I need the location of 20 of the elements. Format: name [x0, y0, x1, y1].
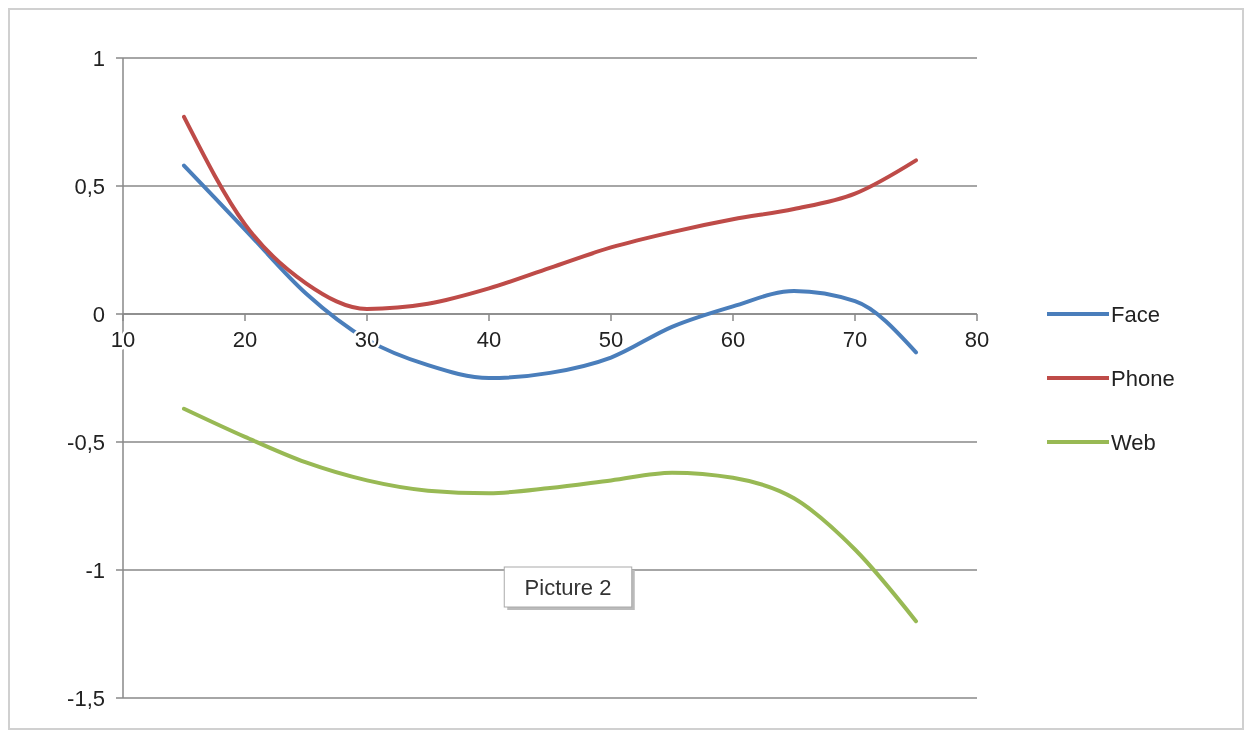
line-series [182, 163, 918, 380]
x-tick-label: 50 [598, 327, 624, 352]
legend-label: Phone [1111, 365, 1175, 391]
x-tick-label: 60 [720, 327, 746, 352]
y-tick-label: 0 [92, 301, 105, 327]
y-tick-label: -1,5 [67, 685, 105, 711]
y-tick-label: -1 [85, 557, 105, 583]
x-tick-label: 10 [110, 327, 136, 352]
x-tick-label: 70 [842, 327, 868, 352]
annotation: Picture 2 [524, 574, 612, 600]
legend-label: Web [1111, 429, 1156, 455]
y-tick-label: 1 [92, 45, 105, 71]
legend-label: Face [1111, 301, 1160, 327]
x-tick-label: 40 [476, 327, 502, 352]
y-tick-label: -0,5 [67, 429, 105, 455]
line-series [182, 114, 918, 311]
y-tick-label: 0,5 [74, 173, 105, 199]
x-tick-label: 20 [232, 327, 258, 352]
line-series [182, 406, 918, 624]
x-tick-label: 80 [964, 327, 990, 352]
